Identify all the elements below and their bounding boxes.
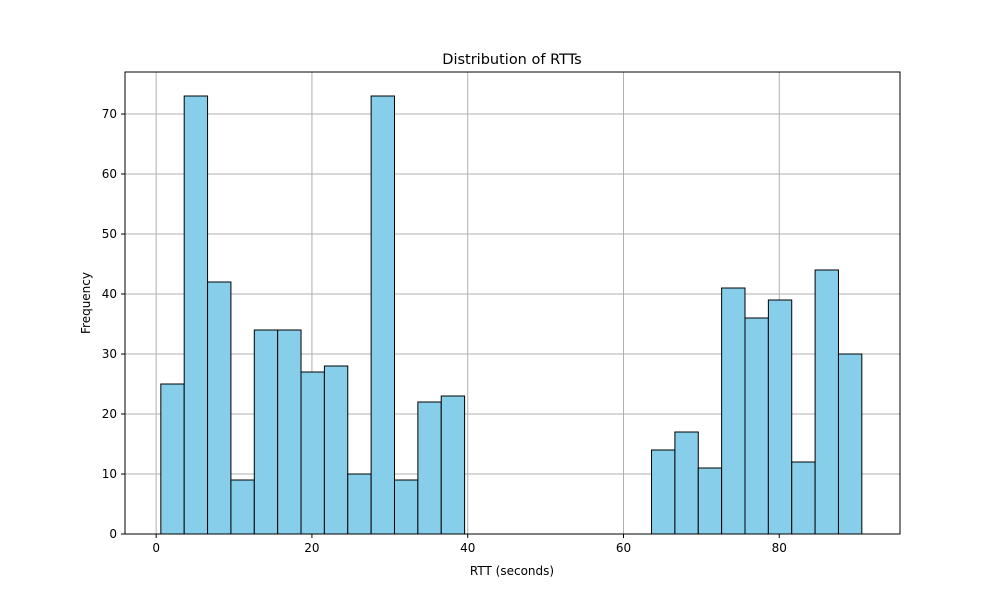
histogram-bar-2 xyxy=(207,281,232,535)
histogram-bar-5 xyxy=(277,329,302,535)
histogram-bar-8 xyxy=(347,473,372,535)
x-tick-label-0: 0 xyxy=(152,541,160,555)
x-tick-label-4: 80 xyxy=(772,541,787,555)
histogram-bar-3 xyxy=(230,479,255,535)
x-tick-label-3: 60 xyxy=(616,541,631,555)
x-tick-label-1: 20 xyxy=(304,541,319,555)
histogram-bar-4 xyxy=(253,329,279,535)
histogram-bar-12 xyxy=(440,395,466,535)
histogram-bar-15 xyxy=(697,467,723,535)
y-axis-label: Frequency xyxy=(79,272,93,334)
histogram-bar-0 xyxy=(160,383,185,535)
y-tick-label-4: 40 xyxy=(102,287,117,301)
y-tick-label-0: 0 xyxy=(109,527,117,541)
x-tick-label-2: 40 xyxy=(460,541,475,555)
histogram-bar-13 xyxy=(651,449,676,535)
y-axis-ticks: 0 10 20 30 40 50 60 70 xyxy=(102,107,125,541)
y-tick-label-5: 50 xyxy=(102,227,117,241)
y-tick-label-6: 60 xyxy=(102,167,117,181)
histogram-bar-20 xyxy=(814,269,839,535)
y-tick-label-2: 20 xyxy=(102,407,117,421)
histogram-bar-19 xyxy=(791,461,816,535)
y-tick-label-1: 10 xyxy=(102,467,117,481)
histogram-bar-9 xyxy=(370,95,395,535)
y-tick-label-7: 70 xyxy=(102,107,117,121)
x-axis-label: RTT (seconds) xyxy=(470,564,554,578)
chart-title: Distribution of RTTs xyxy=(442,52,581,68)
histogram-bar-1 xyxy=(183,95,209,535)
histogram-bar-21 xyxy=(837,353,863,535)
histogram-bar-11 xyxy=(417,401,442,535)
plot-area-frame xyxy=(124,71,901,535)
histogram-bar-10 xyxy=(393,479,419,535)
x-axis-ticks: 0 20 40 60 80 xyxy=(152,534,787,555)
histogram-bar-7 xyxy=(323,365,349,535)
histogram-bar-18 xyxy=(767,299,793,535)
histogram-bars xyxy=(160,95,863,535)
histogram-bar-6 xyxy=(300,371,325,535)
histogram-bar-14 xyxy=(674,431,699,535)
histogram-bar-16 xyxy=(721,287,746,535)
y-tick-label-3: 30 xyxy=(102,347,117,361)
histogram-bar-17 xyxy=(744,317,769,535)
